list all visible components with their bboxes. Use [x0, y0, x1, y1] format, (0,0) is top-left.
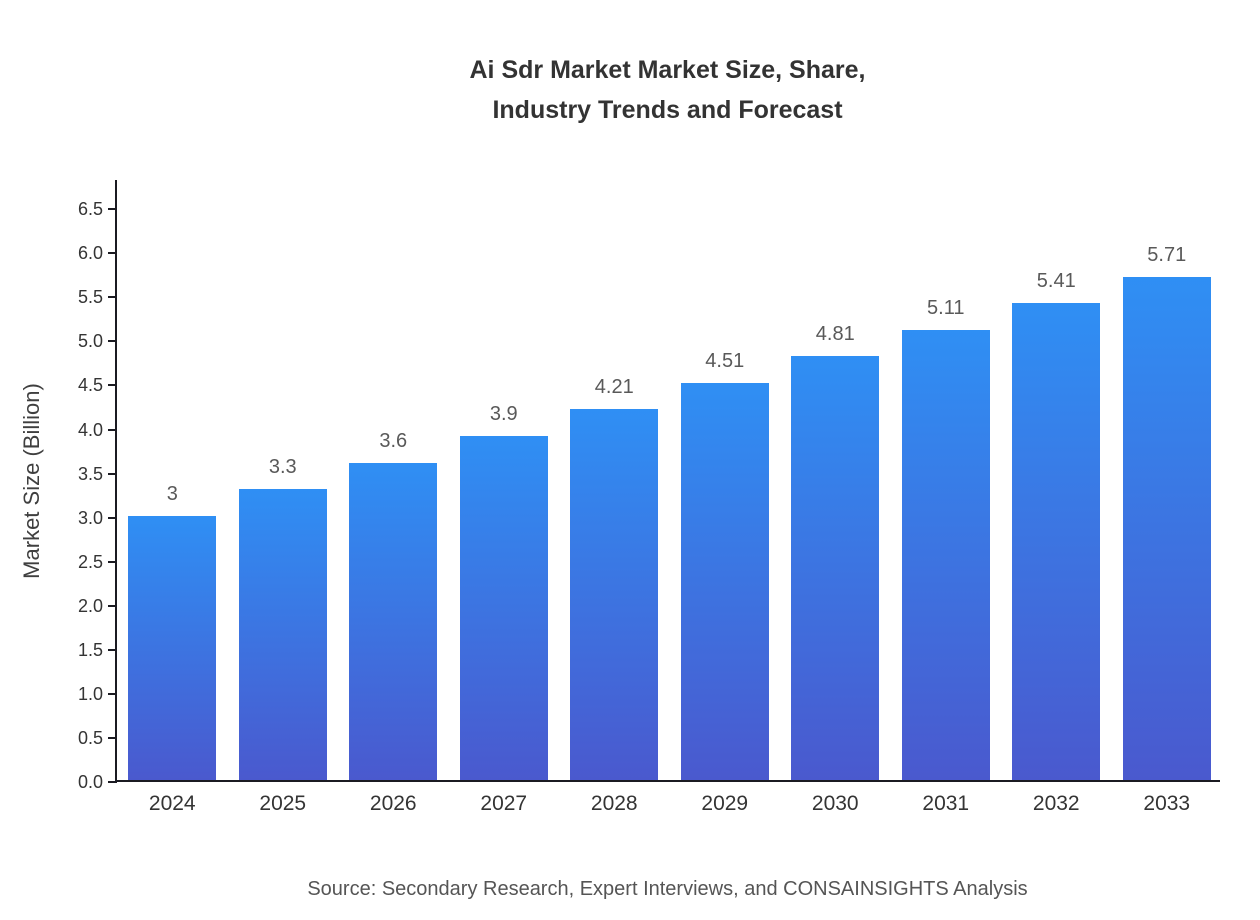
bar-2025 [238, 489, 327, 780]
x-tick-label-2025: 2025 [259, 792, 307, 815]
y-tick-mark [108, 208, 117, 211]
y-tick-mark [108, 560, 117, 563]
bar-2033 [1122, 276, 1211, 780]
x-tick-label-2031: 2031 [922, 792, 970, 815]
x-tick-label-2029: 2029 [701, 792, 749, 815]
bar-2024 [128, 515, 217, 780]
y-tick-label: 1.0 [77, 683, 103, 704]
x-tick-label-2028: 2028 [590, 792, 638, 815]
y-tick-mark [108, 736, 117, 739]
bar-value-label-2028: 4.21 [594, 376, 634, 399]
y-tick-mark [108, 648, 117, 651]
y-tick-label: 5.0 [77, 331, 103, 352]
source-note: Source: Secondary Research, Expert Inter… [307, 878, 1028, 900]
x-tick-label-2026: 2026 [369, 792, 417, 815]
y-tick-label: 4.0 [77, 419, 103, 440]
y-tick-mark [108, 516, 117, 519]
y-tick-mark [108, 428, 117, 431]
bar-value-label-2029: 4.51 [705, 349, 745, 372]
bar-value-label-2027: 3.9 [489, 403, 518, 426]
bar-2027 [459, 436, 548, 780]
y-tick-label: 0.0 [77, 772, 103, 792]
bar-value-label-2032: 5.41 [1036, 270, 1076, 293]
y-tick-label: 1.5 [77, 639, 103, 660]
x-tick-label-2032: 2032 [1032, 792, 1080, 815]
y-tick-label: 6.0 [77, 243, 103, 264]
y-tick-mark [108, 384, 117, 387]
y-tick-label: 2.0 [77, 595, 103, 616]
x-tick-label-2024: 2024 [148, 792, 196, 815]
x-tick-label-2033: 2033 [1143, 792, 1191, 815]
bar-2030 [791, 356, 880, 780]
plot-area: 0.0 0.5 1.0 1.5 2.0 2.5 3.0 3.5 4.0 4.5 5.0 5.5 6.0 6… [78, 180, 1220, 815]
bar-value-label-2026: 3.6 [379, 429, 408, 452]
y-tick-label: 0.5 [77, 727, 103, 748]
y-tick-mark [108, 296, 117, 299]
y-tick-label: 2.5 [77, 551, 103, 572]
y-tick-label: 4.5 [77, 375, 103, 396]
y-tick-mark [108, 781, 117, 783]
y-tick-mark [108, 252, 117, 255]
y-tick-mark [108, 340, 117, 343]
chart-title: Ai Sdr Market Market Size, Share, Indust… [469, 56, 866, 124]
y-tick-mark [108, 692, 117, 695]
bar-value-label-2025: 3.3 [268, 456, 297, 479]
x-tick-label-2027: 2027 [480, 792, 528, 815]
y-tick-label: 5.5 [77, 287, 103, 308]
bar-2028 [570, 409, 659, 780]
y-tick-mark [108, 604, 117, 607]
bar-value-label-2031: 5.11 [927, 296, 965, 319]
x-tick-label-2030: 2030 [811, 792, 859, 815]
bar-2031 [901, 329, 990, 780]
y-tick-label: 3.0 [77, 507, 103, 528]
bar-2026 [349, 462, 438, 780]
y-tick-label: 6.5 [77, 199, 103, 220]
bar-value-label-2024: 3 [166, 482, 178, 505]
bar-value-label-2033: 5.71 [1147, 243, 1187, 266]
bar-value-label-2030: 4.81 [815, 323, 855, 346]
bar-2029 [680, 382, 769, 780]
y-tick-mark [108, 472, 117, 475]
bar-2032 [1012, 303, 1101, 780]
y-tick-label: 3.5 [77, 463, 103, 484]
